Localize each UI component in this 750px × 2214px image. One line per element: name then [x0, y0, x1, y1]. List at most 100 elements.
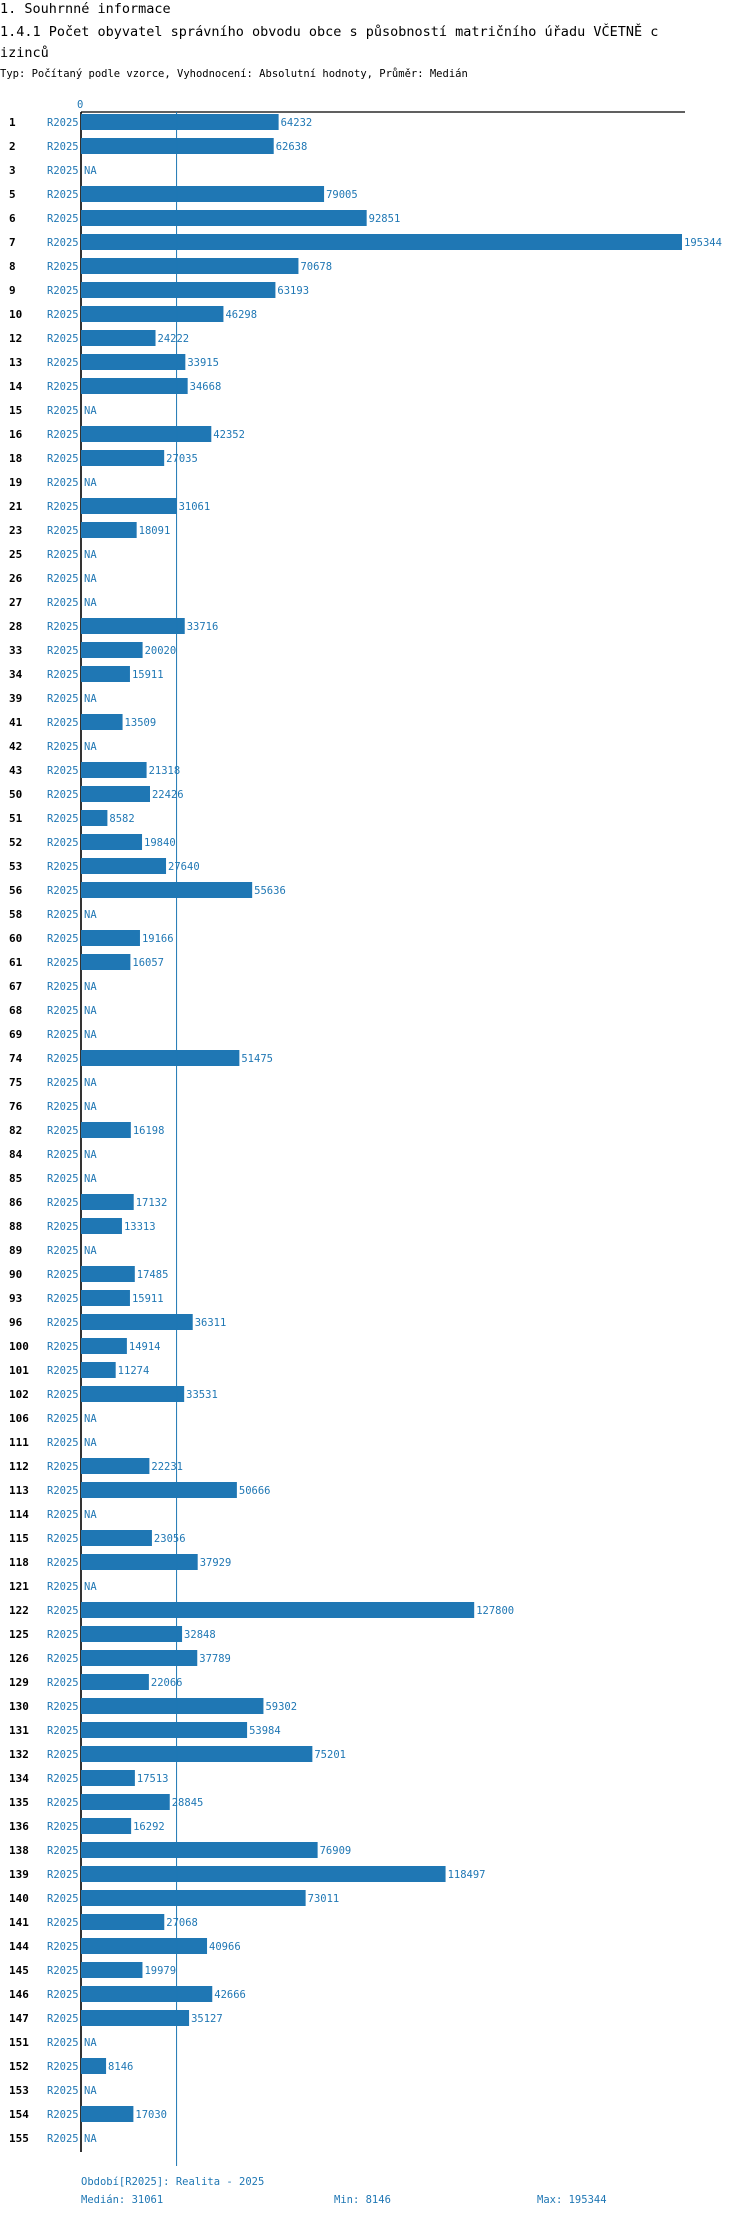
bar: [81, 1050, 240, 1066]
row-period: R2025: [47, 1053, 79, 1065]
row-period: R2025: [47, 429, 79, 441]
row-label: 3: [9, 164, 16, 177]
value-label: 13313: [124, 1221, 156, 1233]
table-row: 53 R2025 27640: [9, 858, 200, 874]
table-row: 12 R2025 24222: [9, 330, 189, 346]
value-label: 15911: [132, 669, 164, 681]
value-label: 118497: [448, 1869, 486, 1881]
value-label: 8582: [109, 813, 134, 825]
row-period: R2025: [47, 1893, 79, 1905]
row-label: 154: [9, 2108, 29, 2121]
bar: [81, 1914, 165, 1930]
table-row: 2 R2025 62638: [9, 138, 307, 154]
row-period: R2025: [47, 1845, 79, 1857]
row-period: R2025: [47, 1701, 79, 1713]
na-label: NA: [84, 741, 97, 753]
footer-min: Min: 8146: [334, 2194, 391, 2206]
row-period: R2025: [47, 981, 79, 993]
value-label: 40966: [209, 1941, 241, 1953]
value-label: 17513: [137, 1773, 169, 1785]
value-label: 22426: [152, 789, 184, 801]
row-label: 50: [9, 788, 22, 801]
row-label: 135: [9, 1796, 29, 1809]
row-label: 2: [9, 140, 16, 153]
table-row: 82 R2025 16198: [9, 1122, 164, 1138]
bar: [81, 426, 212, 442]
value-label: 35127: [191, 2013, 223, 2025]
na-label: NA: [84, 405, 97, 417]
table-row: 68 R2025 NA: [9, 1004, 97, 1017]
value-label: 73011: [308, 1893, 340, 1905]
row-period: R2025: [47, 1653, 79, 1665]
row-period: R2025: [47, 1461, 79, 1473]
row-period: R2025: [47, 333, 79, 345]
bar: [81, 306, 224, 322]
bar: [81, 498, 177, 514]
table-row: 15 R2025 NA: [9, 404, 97, 417]
na-label: NA: [84, 909, 97, 921]
row-period: R2025: [47, 1869, 79, 1881]
value-label: 37789: [199, 1653, 231, 1665]
row-label: 130: [9, 1700, 29, 1713]
row-period: R2025: [47, 1389, 79, 1401]
table-row: 56 R2025 55636: [9, 882, 286, 898]
table-row: 9 R2025 63193: [9, 282, 309, 298]
row-period: R2025: [47, 693, 79, 705]
value-label: 16057: [132, 957, 164, 969]
value-label: 53984: [249, 1725, 281, 1737]
bar: [81, 786, 150, 802]
value-label: 46298: [225, 309, 257, 321]
table-row: 114 R2025 NA: [9, 1508, 97, 1521]
section-heading: 1. Souhrnné informace: [0, 1, 171, 17]
value-label: 13509: [125, 717, 157, 729]
row-period: R2025: [47, 1725, 79, 1737]
value-label: 18091: [139, 525, 171, 537]
bar: [81, 642, 143, 658]
row-period: R2025: [47, 1245, 79, 1257]
table-row: 69 R2025 NA: [9, 1028, 97, 1041]
value-label: 63193: [277, 285, 309, 297]
bar: [81, 234, 682, 250]
row-period: R2025: [47, 1125, 79, 1137]
table-row: 84 R2025 NA: [9, 1148, 97, 1161]
table-row: 14 R2025 34668: [9, 378, 221, 394]
value-label: 17030: [135, 2109, 167, 2121]
table-row: 106 R2025 NA: [9, 1412, 97, 1425]
table-row: 42 R2025 NA: [9, 740, 97, 753]
value-label: 92851: [369, 213, 401, 225]
row-label: 33: [9, 644, 22, 657]
row-label: 5: [9, 188, 16, 201]
table-row: 138 R2025 76909: [9, 1842, 351, 1858]
chart-title-line-1: 1.4.1 Počet obyvatel správního obvodu ob…: [0, 24, 659, 40]
row-label: 89: [9, 1244, 22, 1257]
bar: [81, 1626, 183, 1642]
row-label: 34: [9, 668, 23, 681]
row-label: 52: [9, 836, 22, 849]
row-period: R2025: [47, 309, 79, 321]
table-row: 155 R2025 NA: [9, 2132, 97, 2145]
table-row: 118 R2025 37929: [9, 1554, 231, 1570]
table-row: 85 R2025 NA: [9, 1172, 97, 1185]
value-label: 27068: [166, 1917, 198, 1929]
bar: [81, 954, 131, 970]
bar: [81, 714, 123, 730]
value-label: 28845: [172, 1797, 204, 1809]
value-label: 33716: [187, 621, 219, 633]
table-row: 115 R2025 23056: [9, 1530, 186, 1546]
row-label: 131: [9, 1724, 29, 1737]
row-period: R2025: [47, 2085, 79, 2097]
table-row: 7 R2025 195344: [9, 234, 722, 250]
row-period: R2025: [47, 213, 79, 225]
row-label: 147: [9, 2012, 29, 2025]
row-label: 6: [9, 212, 16, 225]
na-label: NA: [84, 2037, 97, 2049]
row-label: 26: [9, 572, 23, 585]
bar: [81, 1194, 134, 1210]
value-label: 33915: [187, 357, 219, 369]
row-period: R2025: [47, 1173, 79, 1185]
bar: [81, 1338, 127, 1354]
value-label: 55636: [254, 885, 286, 897]
row-label: 27: [9, 596, 22, 609]
row-period: R2025: [47, 1821, 79, 1833]
bar: [81, 1362, 116, 1378]
